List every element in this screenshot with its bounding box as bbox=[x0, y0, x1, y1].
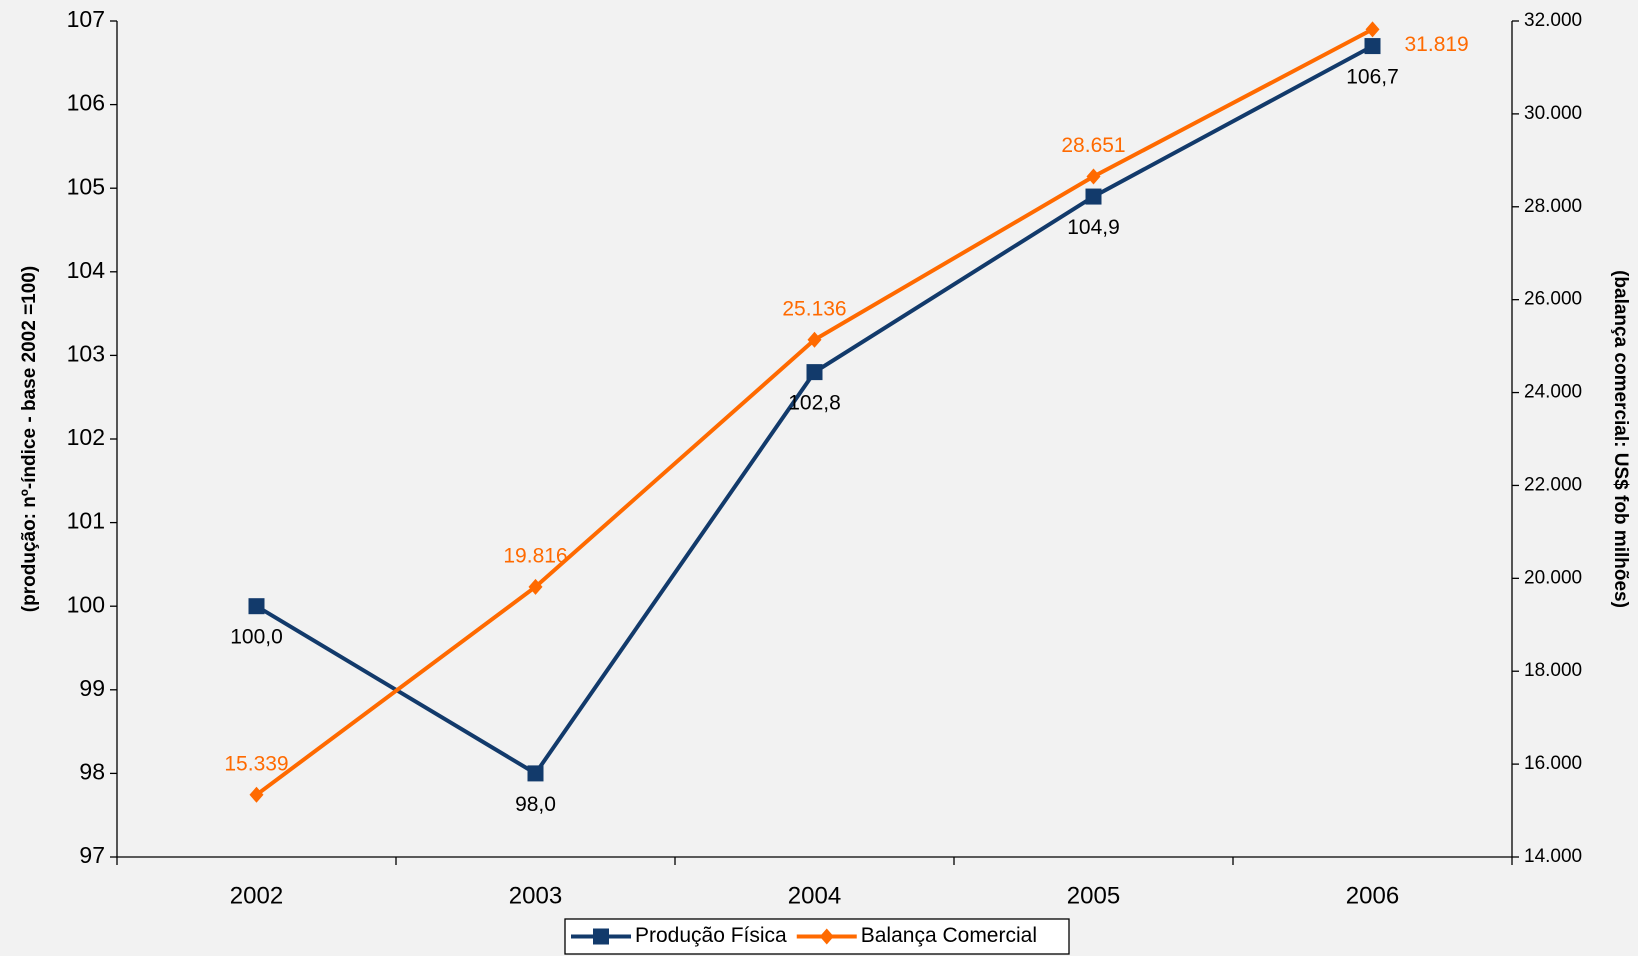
x-tick-label: 2006 bbox=[1346, 882, 1399, 909]
marker bbox=[248, 598, 265, 615]
y2-tick-label: 32.000 bbox=[1524, 10, 1582, 31]
data-label: 100,0 bbox=[230, 626, 283, 649]
y2-tick-label: 26.000 bbox=[1524, 289, 1582, 310]
y-tick-label: 102 bbox=[67, 424, 105, 450]
marker bbox=[528, 578, 543, 595]
marker bbox=[1085, 188, 1102, 205]
y2-tick-label: 20.000 bbox=[1524, 567, 1582, 588]
data-label: 98,0 bbox=[515, 793, 556, 816]
data-label: 102,8 bbox=[788, 392, 841, 415]
y-tick-label: 100 bbox=[67, 591, 105, 617]
y-tick-label: 101 bbox=[67, 508, 105, 534]
marker bbox=[249, 786, 264, 803]
legend: Produção Física Balança Comercial bbox=[564, 918, 1070, 955]
x-tick-label: 2003 bbox=[509, 882, 562, 909]
data-label: 25.136 bbox=[782, 297, 846, 320]
y-tick-label: 98 bbox=[79, 758, 105, 784]
y2-tick-label: 24.000 bbox=[1524, 382, 1582, 403]
data-label: 106,7 bbox=[1346, 66, 1399, 89]
data-label: 15.339 bbox=[224, 752, 288, 775]
y-tick-label: 99 bbox=[79, 675, 105, 701]
x-tick-label: 2004 bbox=[788, 882, 841, 909]
data-label: 28.651 bbox=[1061, 134, 1125, 157]
y2-tick-label: 14.000 bbox=[1524, 846, 1582, 867]
y2-tick-label: 18.000 bbox=[1524, 660, 1582, 681]
y-tick-label: 107 bbox=[67, 6, 105, 32]
marker bbox=[1365, 21, 1380, 38]
data-label: 19.816 bbox=[503, 544, 567, 567]
data-label: 31.819 bbox=[1405, 33, 1469, 56]
y2-axis-label: (balança comercial: US$ fob milhões) bbox=[1610, 270, 1631, 608]
y-tick-label: 105 bbox=[67, 173, 105, 199]
marker bbox=[807, 331, 822, 348]
y2-tick-label: 16.000 bbox=[1524, 753, 1582, 774]
marker bbox=[527, 765, 544, 782]
y2-tick-label: 30.000 bbox=[1524, 103, 1582, 124]
x-tick-label: 2005 bbox=[1067, 882, 1120, 909]
data-label: 104,9 bbox=[1067, 216, 1120, 239]
marker bbox=[1364, 38, 1381, 55]
y-tick-label: 97 bbox=[79, 842, 105, 868]
x-tick-label: 2002 bbox=[230, 882, 283, 909]
legend-label: Produção Física bbox=[635, 924, 787, 947]
y-tick-label: 103 bbox=[67, 340, 105, 366]
y-axis-label: (produção: nº-índice - base 2002 =100) bbox=[19, 266, 40, 612]
y-tick-label: 106 bbox=[67, 90, 105, 116]
marker bbox=[1086, 168, 1101, 185]
marker bbox=[819, 928, 834, 945]
y-tick-label: 104 bbox=[67, 257, 106, 283]
legend-label: Balança Comercial bbox=[861, 924, 1037, 947]
marker bbox=[593, 928, 609, 945]
y2-tick-label: 22.000 bbox=[1524, 474, 1582, 495]
y2-tick-label: 28.000 bbox=[1524, 196, 1582, 217]
marker bbox=[806, 364, 823, 381]
